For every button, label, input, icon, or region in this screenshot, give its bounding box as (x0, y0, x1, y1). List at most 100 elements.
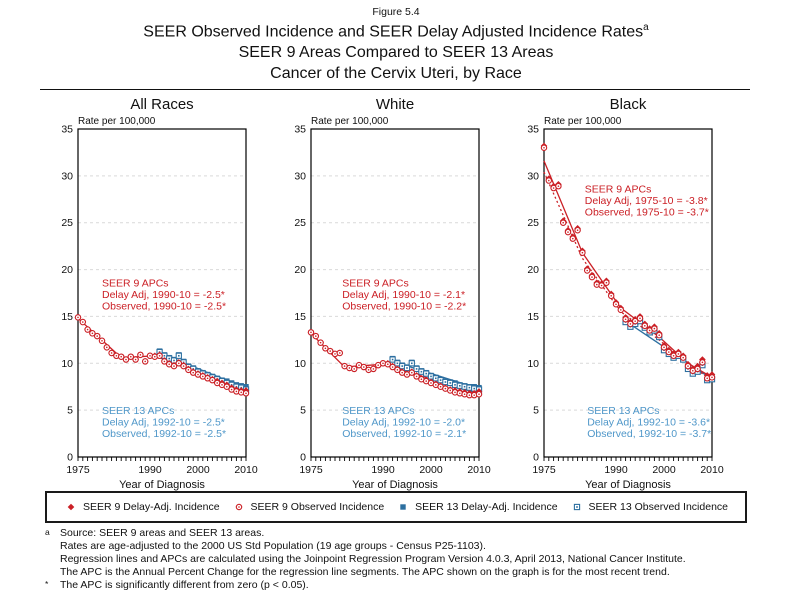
plot-frame (77, 128, 247, 458)
x-axis-label: Year of Diagnosis (585, 479, 671, 491)
footnote-marker (45, 565, 60, 578)
x-tick-label: 2010 (700, 464, 724, 476)
y-tick-label: 30 (61, 170, 73, 182)
series-square-filled (156, 348, 249, 390)
figure-title-text: SEER Observed Incidence and SEER Delay A… (143, 23, 644, 41)
x-tick-label: 1990 (138, 464, 162, 476)
chart-panel-all-races: All Races 0 5 10 15 20 25 30 35 1975 1990 2000 2010… (40, 96, 274, 491)
svg-text:Observed, 1990-10 = -2.2*: Observed, 1990-10 = -2.2* (342, 300, 466, 312)
svg-text:SEER 9 APCs: SEER 9 APCs (102, 277, 169, 289)
series-square-open (389, 356, 483, 393)
svg-text:SEER 13 APCs: SEER 13 APCs (587, 405, 659, 417)
x-tick-label: 1975 (532, 464, 556, 476)
svg-text:Delay Adj, 1975-10 = -3.8*: Delay Adj, 1975-10 = -3.8* (585, 195, 708, 207)
svg-text:SEER 9 APCs: SEER 9 APCs (342, 277, 409, 289)
legend-item: SEER 9 Delay-Adj. Incidence (64, 501, 220, 513)
footnote-row: Regression lines and APCs are calculated… (45, 553, 755, 566)
x-axis-label: Year of Diagnosis (119, 479, 205, 491)
y-tick-label: 15 (294, 311, 306, 323)
svg-text:Delay Adj, 1990-10 = -2.1*: Delay Adj, 1990-10 = -2.1* (342, 289, 465, 301)
y-tick-label: 25 (61, 217, 73, 229)
svg-text:Observed, 1992-10 = -3.7*: Observed, 1992-10 = -3.7* (587, 428, 711, 440)
footnote-row: a Source: SEER 9 areas and SEER 13 areas. (45, 527, 755, 540)
footnote-text: The APC is the Annual Percent Change for… (60, 566, 670, 578)
panel-title-black: Black (609, 96, 647, 113)
x-tick-label: 2010 (467, 464, 491, 476)
footnote-marker: * (45, 579, 49, 589)
footnote-marker (45, 539, 60, 552)
y-tick-label: 0 (533, 452, 539, 464)
axes: 0 5 10 15 20 25 30 35 1975 1990 2000 2010 (294, 124, 491, 477)
y-tick-label: 10 (294, 358, 306, 370)
figure-number: Figure 5.4 (372, 6, 420, 18)
x-tick-label: 1990 (604, 464, 628, 476)
svg-text:SEER 13 APCs: SEER 13 APCs (102, 405, 174, 417)
legend-label: SEER 9 Delay-Adj. Incidence (83, 501, 220, 513)
legend-box: SEER 9 Delay-Adj. Incidence SEER 9 Observ… (45, 491, 747, 523)
title-divider (40, 89, 750, 90)
series-diamond-filled (540, 142, 716, 379)
gridlines (544, 175, 712, 411)
figure-title-line3: Cancer of the Cervix Uteri, by Race (270, 65, 522, 82)
chart-panel-white: White 0 5 10 15 20 25 30 35 1975 1990 2000 2010 Rate… (273, 96, 507, 491)
svg-text:Delay Adj, 1990-10 = -2.5*: Delay Adj, 1990-10 = -2.5* (102, 289, 225, 301)
y-tick-label: 30 (294, 170, 306, 182)
y-tick-label: 0 (67, 452, 73, 464)
square-open-icon (573, 503, 580, 511)
footnote-row: Rates are age-adjusted to the 2000 US St… (45, 540, 755, 553)
svg-text:Observed, 1990-10 = -2.5*: Observed, 1990-10 = -2.5* (102, 300, 226, 312)
y-tick-label: 15 (527, 311, 539, 323)
footnote-text: The APC is significantly different from … (60, 579, 309, 591)
y-tick-label: 5 (67, 405, 73, 417)
y-tick-label: 25 (294, 217, 306, 229)
series-circle-open (74, 314, 250, 397)
y-axis-label: Rate per 100,000 (311, 116, 389, 127)
y-tick-label: 15 (61, 311, 73, 323)
svg-text:Observed, 1975-10 = -3.7*: Observed, 1975-10 = -3.7* (585, 207, 709, 219)
plot-frame (310, 128, 480, 458)
legend-item: SEER 13 Observed Incidence (570, 501, 728, 513)
panel-title-all-races: All Races (130, 96, 194, 113)
circle-open-icon (235, 503, 242, 511)
legend-item: SEER 9 Observed Incidence (232, 501, 385, 513)
x-tick-label: 2000 (419, 464, 443, 476)
plot-frame (543, 128, 713, 458)
square-filled-icon (400, 504, 406, 510)
footnote-marker: a (45, 527, 50, 537)
y-axis-label: Rate per 100,000 (544, 116, 622, 127)
x-tick-label: 1975 (66, 464, 90, 476)
legend-label: SEER 13 Delay-Adj. Incidence (415, 501, 558, 513)
y-tick-label: 20 (61, 264, 73, 276)
footnote-text: Regression lines and APCs are calculated… (60, 553, 686, 565)
y-tick-label: 35 (294, 124, 306, 136)
footnote-marker (45, 552, 60, 565)
svg-text:SEER 13 APCs: SEER 13 APCs (342, 405, 414, 417)
y-tick-label: 10 (527, 358, 539, 370)
footnote-reference-a: a (643, 22, 649, 33)
svg-text:Delay Adj, 1992-10 = -3.6*: Delay Adj, 1992-10 = -3.6* (587, 416, 710, 428)
y-tick-label: 35 (527, 124, 539, 136)
footnote-row: * The APC is significantly different from… (45, 579, 755, 592)
legend-label: SEER 9 Observed Incidence (250, 501, 385, 513)
y-axis-label: Rate per 100,000 (78, 116, 156, 127)
legend-item: SEER 13 Delay-Adj. Incidence (396, 501, 558, 513)
footnote-row: The APC is the Annual Percent Change for… (45, 566, 755, 579)
y-tick-label: 5 (300, 405, 306, 417)
x-tick-label: 2010 (234, 464, 258, 476)
series-circle-open (540, 144, 716, 382)
y-tick-label: 5 (533, 405, 539, 417)
svg-text:Observed, 1992-10 = -2.1*: Observed, 1992-10 = -2.1* (342, 428, 466, 440)
y-tick-label: 10 (61, 358, 73, 370)
svg-text:Observed, 1992-10 = -2.5*: Observed, 1992-10 = -2.5* (102, 428, 226, 440)
footnote-text: Source: SEER 9 areas and SEER 13 areas. (60, 527, 265, 539)
x-axis-label: Year of Diagnosis (352, 479, 438, 491)
figure-title-line1: SEER Observed Incidence and SEER Delay A… (0, 22, 792, 41)
figure-title-line2: SEER 9 Areas Compared to SEER 13 Areas (238, 44, 554, 61)
